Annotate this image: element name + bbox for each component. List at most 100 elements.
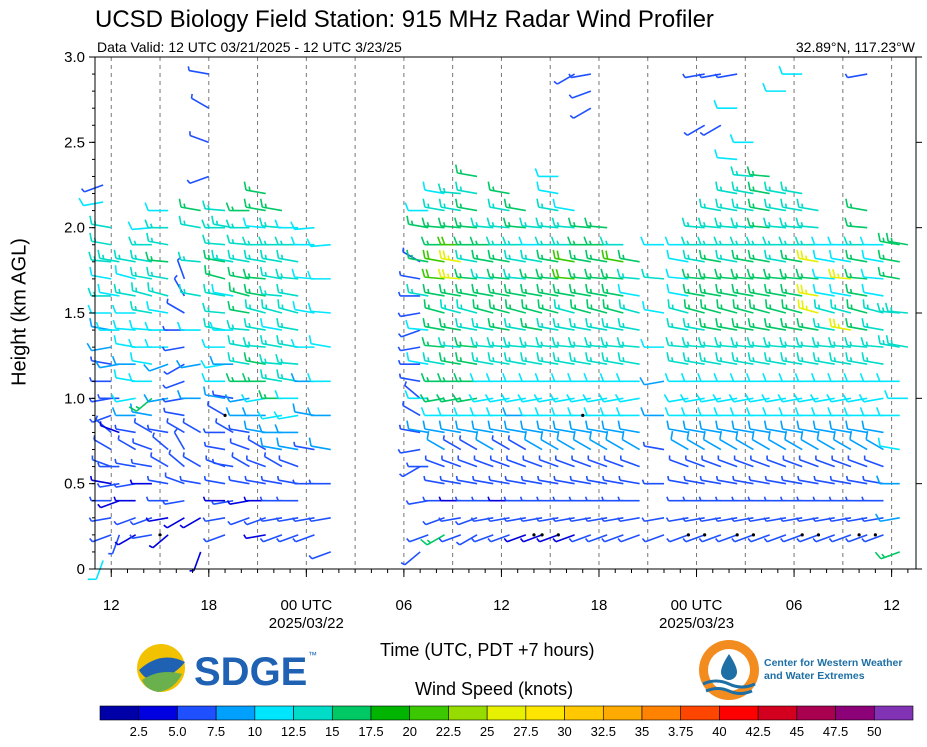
wind-barb — [290, 236, 315, 246]
sdge-wordmark: SDGE — [194, 650, 307, 694]
wind-barb — [291, 517, 315, 523]
colorbar-tick-label: 25 — [480, 724, 494, 739]
wind-barb — [246, 455, 266, 468]
wind-barb — [796, 318, 819, 331]
wind-barb — [780, 198, 803, 212]
wind-barb — [537, 475, 559, 485]
wind-barb — [164, 472, 185, 485]
station-coordinates: 32.89°N, 117.23°W — [795, 39, 915, 55]
wind-barb — [875, 372, 900, 383]
wind-barb — [521, 299, 543, 314]
wind-barb — [89, 534, 112, 543]
wind-barb — [715, 420, 738, 434]
wind-barb — [228, 424, 250, 434]
wind-barb — [682, 352, 705, 365]
wind-barb — [763, 318, 787, 331]
wind-barb — [764, 299, 787, 314]
wind-barb — [259, 369, 283, 383]
wind-barb — [702, 430, 722, 451]
wind-barb — [259, 198, 283, 212]
wind-barb — [455, 475, 478, 485]
wind-barb — [397, 448, 421, 454]
wind-barb — [731, 249, 754, 263]
wind-barb — [556, 430, 575, 451]
wind-barb — [487, 534, 510, 543]
wind-barb — [617, 517, 640, 523]
colorbar-tick-label: 15 — [325, 724, 339, 739]
wind-barb — [601, 420, 624, 434]
cw3e-name-line2: and Water Extremes — [764, 670, 865, 682]
colorbar-box — [641, 705, 682, 721]
wind-barb — [166, 418, 185, 434]
wind-barb — [87, 560, 104, 581]
wind-barb — [875, 475, 900, 485]
wind-barb — [552, 534, 575, 543]
wind-barb — [201, 338, 226, 348]
wind-barb — [582, 394, 608, 403]
wind-barb — [422, 517, 445, 526]
wind-barb — [503, 198, 526, 212]
wind-barb — [617, 534, 640, 543]
wind-barb — [572, 430, 592, 451]
wind-barb — [763, 534, 787, 543]
wind-barb — [568, 249, 591, 263]
wind-barb — [731, 198, 754, 212]
wind-barb — [182, 452, 202, 468]
wind-barb — [228, 475, 250, 485]
wind-barb — [861, 534, 884, 543]
wind-barb — [398, 373, 421, 383]
wind-barb — [551, 217, 575, 229]
cw3e-logo: Center for Western Weather and Water Ext… — [699, 640, 902, 700]
wind-barb — [114, 424, 136, 434]
calm-point — [800, 533, 804, 537]
wind-barb — [146, 424, 169, 434]
wind-barb — [438, 283, 461, 297]
wind-barb — [682, 318, 705, 331]
wind-barb — [535, 336, 559, 348]
wind-barb — [470, 217, 494, 229]
wind-barb — [714, 73, 738, 79]
wind-barb — [178, 215, 201, 229]
wind-barb — [641, 479, 665, 485]
wind-barb — [812, 352, 835, 365]
calm-point — [735, 533, 739, 537]
wind-barb — [698, 420, 722, 434]
wind-barb — [406, 283, 429, 297]
wind-barb — [133, 418, 153, 434]
wind-barb — [128, 397, 153, 412]
cw3e-emblem-icon — [699, 640, 759, 700]
wind-barb — [243, 249, 266, 263]
wind-barb — [111, 407, 136, 417]
calm-point — [581, 413, 585, 417]
wind-barb — [278, 455, 299, 468]
wind-barb — [815, 455, 835, 468]
wind-barb — [859, 236, 884, 246]
wind-barb — [274, 390, 299, 400]
wind-barb — [665, 517, 689, 523]
wind-barb — [566, 394, 591, 403]
wind-barb — [683, 299, 705, 314]
wind-barb — [202, 234, 226, 246]
wind-barb — [117, 435, 137, 451]
wind-barb — [132, 438, 153, 451]
wind-barb — [698, 73, 722, 79]
wind-barb — [845, 352, 868, 365]
wind-barb — [685, 455, 705, 468]
wind-barb — [701, 455, 722, 468]
wind-barb — [438, 517, 461, 523]
wind-barb — [797, 299, 819, 314]
colorbar-tick-label: 32.5 — [591, 724, 616, 739]
wind-barb — [795, 517, 819, 523]
wind-barb — [436, 394, 461, 403]
wind-barb — [568, 283, 591, 297]
wind-barb — [714, 217, 738, 229]
wind-barb — [470, 517, 494, 523]
wind-barb — [275, 517, 299, 523]
wind-barb — [502, 217, 526, 229]
wind-barb — [111, 355, 136, 366]
wind-barb — [617, 496, 640, 502]
colorbar-tick-label: 35 — [635, 724, 649, 739]
wind-barb — [421, 217, 445, 229]
wind-barb — [568, 318, 591, 331]
wind-barb — [128, 372, 152, 383]
